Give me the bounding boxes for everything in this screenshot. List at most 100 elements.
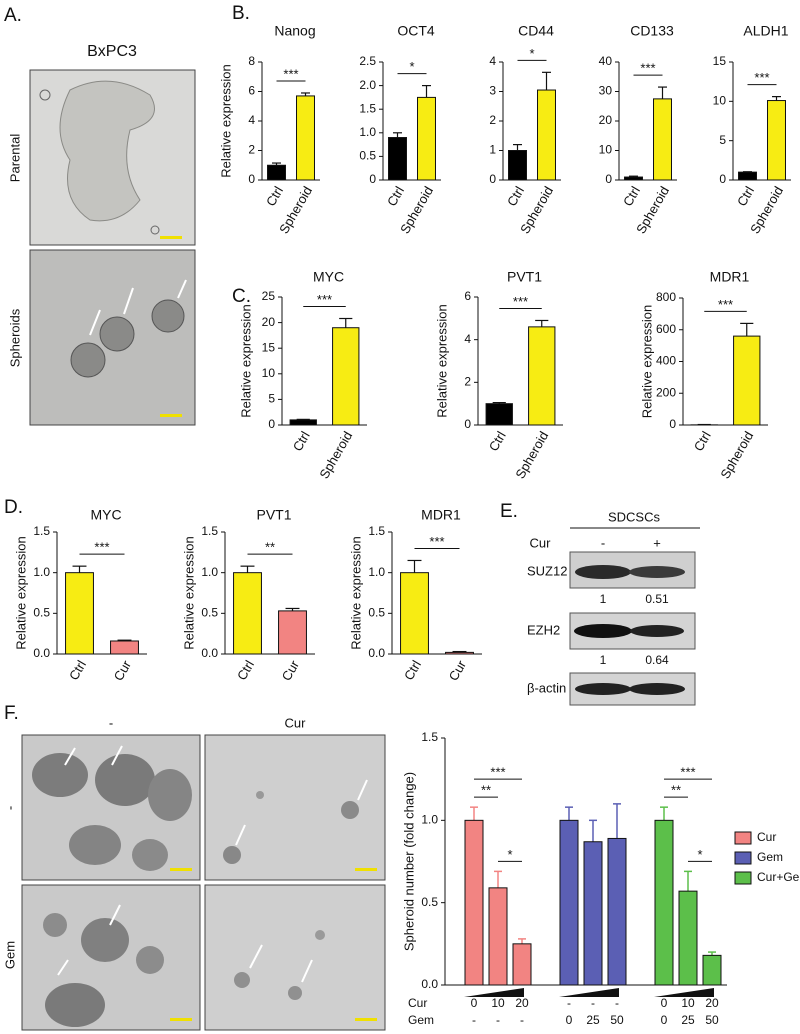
y-tick-label: 1.5: [359, 101, 376, 115]
x-tick-label: Cur: [279, 657, 303, 683]
dose-label: -: [615, 996, 619, 1010]
y-tick-label: 8: [248, 54, 255, 68]
bar: [508, 150, 527, 181]
micrograph: [204, 734, 386, 881]
quant: 0.51: [645, 592, 669, 606]
x-tick-label: Ctrl: [620, 184, 643, 209]
dose-label: 20: [705, 996, 719, 1010]
significance: *: [529, 46, 534, 61]
significance: ***: [94, 540, 109, 555]
bar: [678, 890, 698, 986]
blot-label: β-actin: [527, 680, 566, 695]
y-tick-label: 0: [605, 172, 612, 186]
bar: [289, 419, 317, 426]
y-tick-label: 0: [669, 417, 676, 431]
legend-label: Gem: [757, 850, 783, 864]
blot-label: SUZ12: [527, 563, 567, 578]
significance: **: [265, 540, 275, 555]
y-tick-label: 2.0: [359, 78, 376, 92]
bar: [65, 572, 94, 655]
bar: [488, 887, 508, 986]
chart-title: OCT4: [397, 23, 435, 39]
y-axis-label: Spheroid number (fold change): [401, 772, 416, 951]
bar: [702, 954, 722, 986]
significance: ***: [317, 292, 332, 307]
bar: [464, 819, 484, 986]
significance: ***: [490, 765, 505, 780]
chart-title: MYC: [90, 507, 121, 523]
y-tick-label: 0.5: [33, 606, 50, 620]
significance: ***: [680, 765, 695, 780]
y-tick-label: 20: [599, 113, 613, 127]
panel-label: C.: [232, 286, 251, 307]
x-tick-label: Ctrl: [734, 184, 757, 209]
quant: 1: [600, 592, 607, 606]
bar: [417, 96, 436, 181]
chart-title: PVT1: [507, 269, 542, 285]
y-tick-label: 1.0: [33, 565, 50, 579]
x-tick-label: Ctrl: [401, 658, 424, 683]
group-label: SDCSCs: [608, 509, 661, 524]
y-tick-label: 1.0: [201, 565, 218, 579]
x-tick-label: Ctrl: [234, 658, 257, 683]
cell-line: BxPC3: [87, 43, 137, 60]
dose-label: 0: [661, 996, 668, 1010]
blot: [569, 612, 696, 650]
row-label: -: [2, 806, 17, 810]
lane-label: +: [653, 535, 661, 550]
x-tick-label: Ctrl: [66, 658, 89, 683]
y-tick-label: 2: [248, 143, 255, 157]
lane-label: -: [601, 535, 605, 550]
y-axis-label: Relative expression: [218, 64, 233, 177]
y-tick-label: 4: [464, 332, 471, 346]
y-axis-label: Relative expression: [181, 536, 196, 649]
y-tick-label: 0: [369, 172, 376, 186]
bar: [233, 572, 262, 655]
x-tick-label: Ctrl: [691, 429, 714, 454]
y-tick-label: 15: [262, 340, 276, 354]
y-tick-label: 400: [656, 354, 676, 368]
dose-wedge: [464, 988, 524, 997]
y-tick-label: 0: [489, 172, 496, 186]
bar: [278, 610, 307, 655]
panel-label: B.: [232, 3, 250, 24]
micrograph: [29, 249, 196, 426]
significance: ***: [718, 297, 733, 312]
bar: [654, 819, 674, 986]
x-tick-label: Ctrl: [384, 184, 407, 209]
y-axis-label: Relative expression: [13, 536, 28, 649]
dose-label: -: [496, 1013, 500, 1027]
dose-label: 10: [681, 996, 695, 1010]
row-label: Gem: [2, 941, 17, 969]
dose-label: 10: [491, 996, 505, 1010]
dose-label: -: [472, 1013, 476, 1027]
y-tick-label: 0: [719, 172, 726, 186]
y-tick-label: 40: [599, 54, 613, 68]
significance: **: [671, 783, 681, 798]
micrograph: [21, 884, 201, 1031]
y-tick-label: 25: [262, 289, 276, 303]
bar: [296, 95, 315, 181]
y-tick-label: 2: [489, 113, 496, 127]
y-tick-label: 600: [656, 322, 676, 336]
bar: [445, 651, 474, 655]
y-tick-label: 1.0: [368, 565, 385, 579]
legend-swatch: [734, 831, 752, 845]
y-tick-label: 0.0: [201, 646, 218, 660]
y-tick-label: 0.5: [359, 149, 376, 163]
dose-row-label: Cur: [408, 996, 427, 1010]
x-tick-label: Ctrl: [486, 429, 509, 454]
y-tick-label: 0.5: [421, 895, 438, 909]
y-tick-label: 1.5: [201, 524, 218, 538]
bar: [738, 171, 757, 181]
bar: [653, 98, 672, 181]
column-label: -: [109, 715, 113, 730]
row-label: Spheroids: [7, 308, 22, 367]
x-tick-label: Ctrl: [263, 184, 286, 209]
chart-title: MDR1: [710, 269, 750, 285]
y-axis-label: Relative expression: [639, 305, 654, 418]
legend-label: Cur: [757, 830, 776, 844]
chart-title: MDR1: [421, 507, 461, 523]
y-tick-label: 1: [489, 143, 496, 157]
